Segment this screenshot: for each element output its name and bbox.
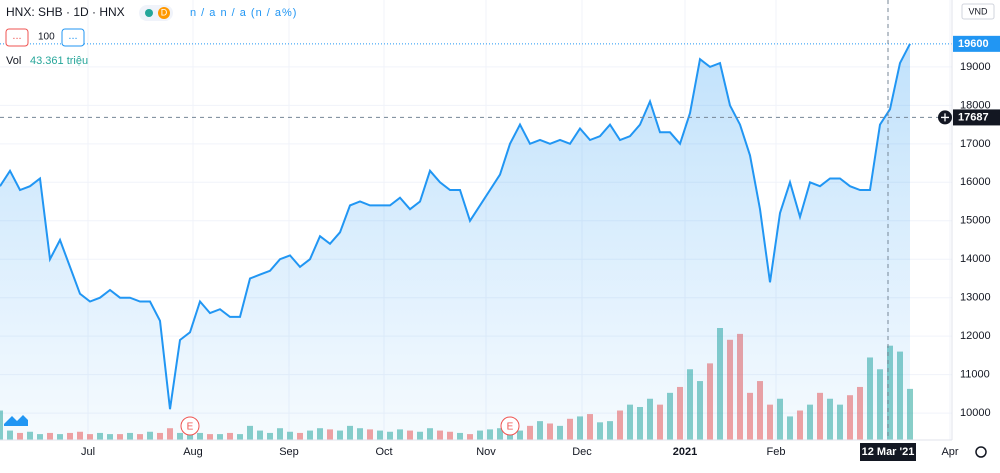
x-tick-label: Jul — [81, 446, 95, 458]
currency-box[interactable] — [961, 3, 995, 20]
event-label: E — [187, 422, 194, 433]
badge-circle — [158, 7, 170, 19]
crosshair-date-label: 12 Mar '21 — [862, 446, 915, 458]
last-price-label: 19600 — [958, 38, 989, 50]
badge-text: D — [161, 7, 168, 17]
y-tick-label: 13000 — [960, 292, 991, 304]
last-price-box — [953, 35, 1000, 52]
event-marker[interactable] — [180, 416, 200, 436]
crosshair-price-label: 17687 — [958, 111, 989, 123]
study-value: 100 — [38, 32, 55, 43]
crosshair-price-box — [953, 109, 1000, 126]
settings-icon[interactable] — [975, 446, 987, 458]
y-tick-label: 14000 — [960, 253, 991, 265]
add-icon — [941, 113, 949, 122]
symbol: HNX: SHB · 1D · HNX — [6, 5, 125, 19]
more-text: ... — [12, 30, 21, 42]
ohlc: n / a n / a (n / a%) — [190, 7, 297, 19]
price-area — [0, 43, 910, 441]
x-tick-label: Feb — [767, 446, 786, 458]
y-tick-label: 18000 — [960, 99, 991, 111]
logo — [4, 415, 28, 426]
x-tick-label: Dec — [572, 446, 592, 458]
x-tick-label: Aug — [183, 446, 203, 458]
y-tick-label: 12000 — [960, 330, 991, 342]
y-tick-label: 11000 — [960, 369, 990, 381]
volume-label: Vol — [6, 55, 21, 67]
y-tick-label: 16000 — [960, 176, 991, 188]
currency: VND — [968, 6, 988, 16]
volume-value: 43.361 triệu — [30, 55, 88, 67]
x-tick-label: Oct — [375, 446, 392, 458]
more-text: ... — [68, 30, 77, 42]
crosshair-date-box — [860, 443, 916, 461]
x-tick-label: 2021 — [673, 446, 697, 458]
status-dot — [145, 9, 153, 17]
x-tick-label: Nov — [476, 446, 496, 458]
y-tick-label: 15000 — [960, 215, 991, 227]
price-line — [0, 43, 911, 410]
y-tick-label: 19000 — [960, 61, 991, 73]
event-label: E — [507, 422, 514, 433]
more-button[interactable] — [5, 28, 29, 47]
y-tick-label: 10000 — [960, 407, 991, 419]
y-tick-label: 17000 — [960, 138, 991, 150]
event-marker[interactable] — [500, 416, 520, 436]
more-button[interactable] — [61, 28, 85, 47]
x-tick-label: Apr — [941, 446, 958, 458]
x-tick-label: Sep — [279, 446, 299, 458]
